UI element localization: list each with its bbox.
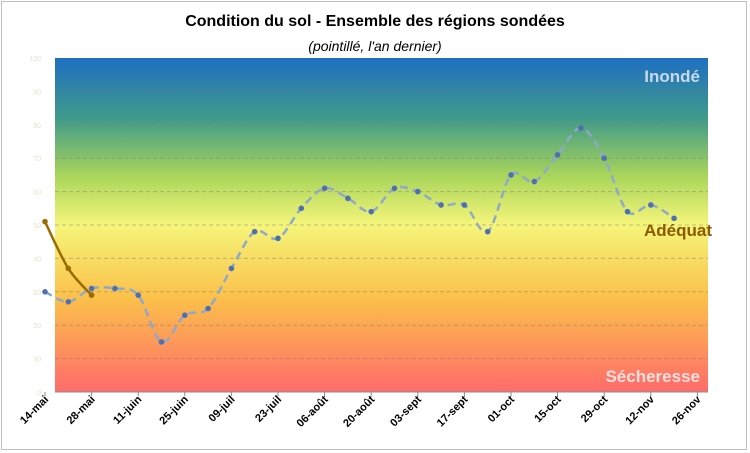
data-point-current — [42, 218, 48, 225]
chart-subtitle: (pointillé, l'an dernier) — [308, 38, 442, 54]
x-tick-label: 23-juil — [253, 394, 284, 425]
data-point-last-year — [345, 195, 351, 202]
data-point-last-year — [42, 289, 48, 295]
y-tick-label: 100 — [29, 56, 41, 63]
x-tick-label: 12-nov — [623, 393, 657, 427]
data-point-last-year — [624, 208, 631, 215]
data-point-last-year — [112, 285, 118, 292]
data-point-last-year — [648, 202, 654, 208]
chart-title: Condition du sol - Ensemble des régions … — [185, 13, 565, 30]
data-point-last-year — [298, 205, 305, 212]
y-tick-label: 30 — [33, 290, 41, 297]
gridlines — [55, 90, 708, 360]
x-tick-label: 15-oct — [532, 393, 564, 425]
x-tick-label: 20-août — [341, 393, 377, 429]
y-tick-label: 0 — [37, 390, 41, 397]
data-point-last-year — [391, 185, 398, 192]
data-point-last-year — [508, 172, 514, 178]
series-group — [42, 125, 677, 345]
data-point-current — [88, 292, 95, 298]
x-tick-label: 28-mai — [65, 394, 98, 427]
y-tick-label: 20 — [33, 323, 41, 330]
y-tick-label: 70 — [33, 156, 41, 163]
zone-label-flooded: Inondé — [644, 67, 700, 86]
data-point-last-year — [321, 185, 328, 192]
data-point-last-year — [182, 312, 188, 318]
y-tick-label: 40 — [33, 256, 41, 263]
data-point-last-year — [461, 202, 468, 208]
zone-label-drought: Sécheresse — [605, 367, 700, 386]
data-point-last-year — [205, 305, 211, 312]
x-tick-label: 01-oct — [486, 393, 518, 425]
data-point-last-year — [438, 202, 444, 208]
y-axis-ticks: 0 10 20 30 40 50 60 70 80 90 100 — [29, 56, 41, 397]
x-tick-label: 25-juin — [157, 393, 191, 427]
x-tick-label: 03-sept — [388, 393, 424, 429]
series-line-last-year — [44, 126, 675, 344]
x-tick-label: 06-août — [295, 393, 331, 429]
x-axis: 14-mai 28-mai 11-juin 25-juin 09-juil 23-juil… — [18, 391, 708, 430]
data-point-last-year — [671, 215, 677, 222]
data-point-last-year — [601, 155, 607, 161]
data-point-last-year — [65, 299, 72, 305]
x-tick-label: 29-oct — [579, 393, 611, 425]
y-tick-label: 90 — [33, 89, 41, 96]
data-point-last-year — [415, 188, 421, 195]
data-point-last-year — [158, 339, 165, 345]
y-tick-label: 80 — [33, 123, 41, 130]
data-point-last-year — [578, 125, 584, 131]
y-tick-label: 60 — [33, 190, 41, 197]
zone-label-adequate: Adéquat — [644, 221, 712, 240]
y-tick-label: 10 — [33, 357, 41, 364]
plot-background — [55, 58, 708, 392]
data-point-last-year — [484, 228, 491, 235]
data-point-last-year — [554, 152, 561, 158]
data-point-last-year — [88, 285, 95, 292]
x-tick-label: 11-juin — [111, 393, 144, 426]
x-tick-label: 14-mai — [18, 394, 51, 427]
data-point-last-year — [275, 235, 281, 242]
data-point-last-year — [135, 292, 141, 298]
data-point-last-year — [531, 178, 538, 185]
y-tick-label: 50 — [33, 223, 41, 230]
x-tick-label: 09-juil — [207, 394, 238, 425]
data-point-current — [65, 265, 72, 272]
x-tick-label: 26-nov — [670, 393, 704, 427]
data-point-last-year — [228, 265, 235, 272]
data-point-last-year — [368, 208, 375, 215]
data-point-last-year — [251, 228, 258, 235]
x-tick-label: 17-sept — [435, 393, 471, 429]
